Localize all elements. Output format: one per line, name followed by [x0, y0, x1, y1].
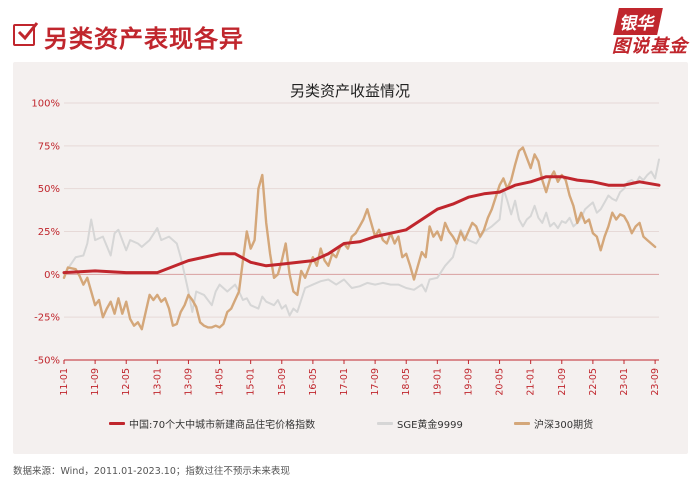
x-tick-label: 23-01	[619, 368, 630, 396]
series-line-gold	[63, 158, 660, 317]
x-tick-label: 13-01	[152, 368, 163, 396]
x-tick-label: 20-05	[495, 368, 506, 396]
x-tick-label: 19-01	[432, 368, 443, 396]
x-tick-label: 21-09	[557, 368, 568, 396]
checkbox-check-icon	[13, 22, 39, 46]
x-tick-label: 11-09	[90, 368, 101, 396]
y-tick-label: 25%	[38, 227, 60, 238]
x-tick-label: 23-09	[650, 368, 661, 396]
x-tick-label: 22-05	[588, 368, 599, 396]
logo-bottom-text: 图说基金	[612, 36, 688, 57]
page-title: 另类资产表现各异	[44, 25, 244, 53]
legend-item-csi300: 沪深300期货	[514, 416, 593, 431]
legend-swatch-csi300	[514, 422, 530, 425]
x-tick-label: 15-01	[246, 368, 257, 396]
legend-swatch-gold	[377, 422, 393, 425]
x-tick-label: 18-05	[401, 368, 412, 396]
x-tick-label: 21-01	[526, 368, 537, 396]
y-tick-label: 0%	[44, 270, 60, 281]
chart-title: 另类资产收益情况	[289, 82, 410, 100]
x-tick-label: 17-01	[339, 368, 350, 396]
x-tick-label: 13-09	[183, 368, 194, 396]
x-tick-label: 19-09	[463, 368, 474, 396]
legend-label-csi300: 沪深300期货	[534, 420, 594, 431]
x-tick-label: 14-05	[215, 368, 226, 396]
series-line-housing	[62, 175, 661, 275]
x-tick-label: 16-05	[308, 368, 319, 396]
legend-label-housing: 中国:70个大中城市新建商品住宅价格指数	[129, 420, 316, 431]
series-line-csi300	[62, 146, 657, 331]
legend-swatch-housing	[109, 422, 125, 425]
y-tick-label: 50%	[38, 184, 60, 195]
legend-item-housing: 中国:70个大中城市新建商品住宅价格指数	[109, 416, 315, 431]
y-tick-label: 75%	[38, 141, 60, 152]
chart-panel	[13, 62, 688, 454]
legend-label-gold: SGE黄金9999	[397, 420, 463, 431]
x-tick-label: 15-09	[277, 368, 288, 396]
y-tick-label: -50%	[34, 356, 60, 367]
chart-legend: 中国:70个大中城市新建商品住宅价格指数 SGE黄金9999 沪深300期货	[0, 416, 700, 432]
y-tick-label: 100%	[31, 99, 60, 110]
header: 另类资产表现各异 银华 图说基金	[0, 0, 700, 62]
y-tick-label: -25%	[34, 313, 60, 324]
brand-logo: 银华 图说基金	[602, 6, 688, 57]
x-tick-label: 11-01	[59, 368, 70, 396]
source-note: 数据来源：Wind，2011.01-2023.10；指数过往不预示未来表现	[13, 466, 290, 477]
legend-item-gold: SGE黄金9999	[377, 416, 463, 431]
x-tick-label: 12-05	[121, 368, 132, 396]
x-tick-label: 17-09	[370, 368, 381, 396]
